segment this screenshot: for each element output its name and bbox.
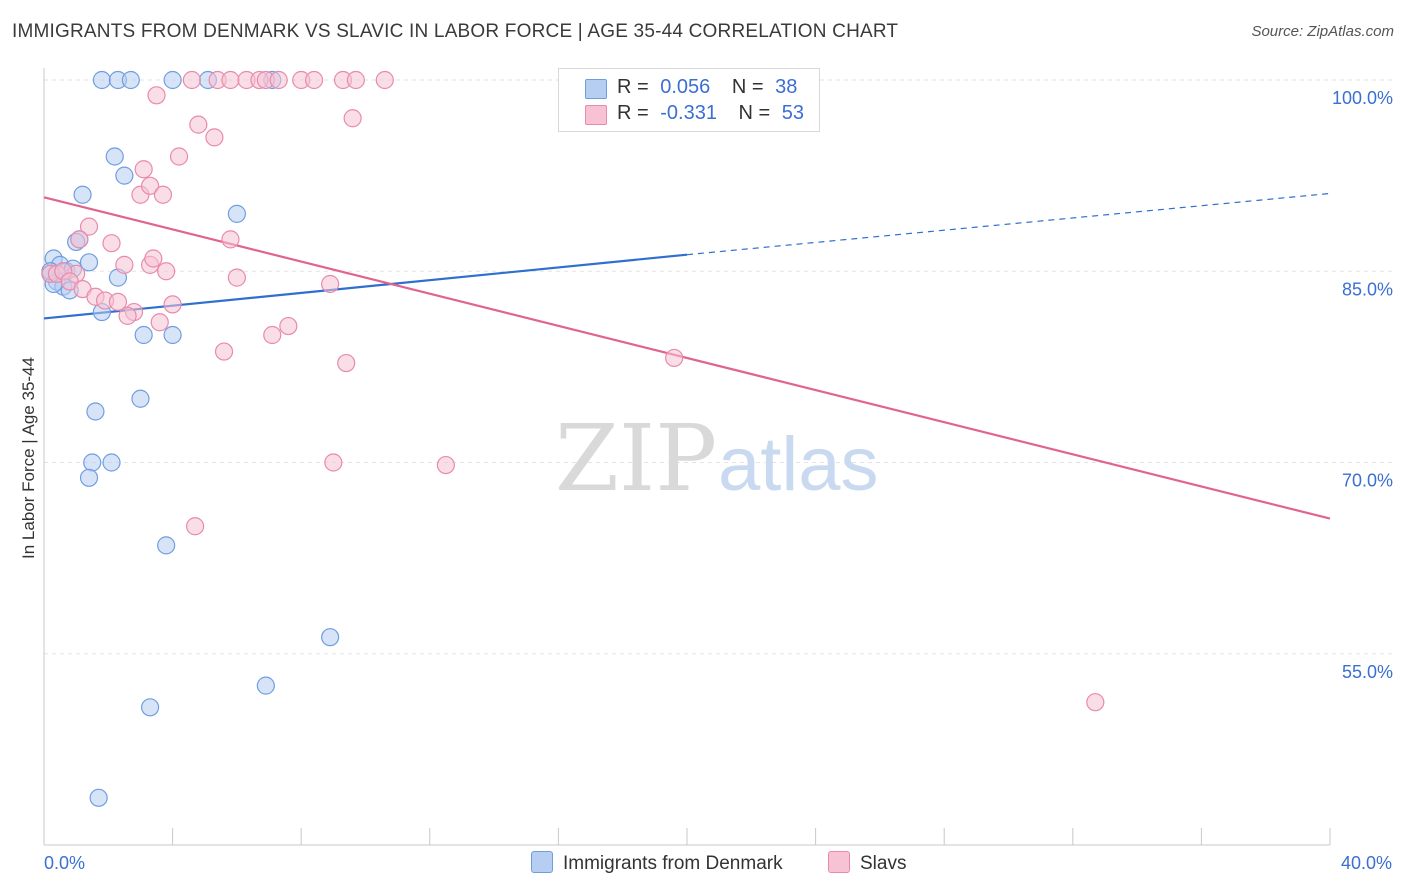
legend-r-label: R = (617, 76, 649, 98)
data-point-denmark (79, 253, 99, 272)
data-point-slavs (1086, 693, 1105, 712)
data-point-slavs (147, 86, 166, 105)
correlation-legend: R = 0.056 N = 38 R = -0.331 N = 53 (558, 68, 820, 132)
data-point-denmark (102, 453, 121, 472)
bottom-legend-swatch-blue (531, 851, 553, 873)
data-point-slavs (375, 70, 394, 90)
data-point-denmark (321, 628, 340, 647)
y-tick-label: 85.0% (1342, 279, 1393, 299)
data-point-denmark (86, 402, 105, 421)
chart-title: IMMIGRANTS FROM DENMARK VS SLAVIC IN LAB… (12, 21, 899, 42)
data-point-slavs (214, 342, 234, 361)
bottom-legend-denmark: Immigrants from Denmark (531, 851, 783, 875)
data-point-denmark (134, 325, 153, 345)
data-point-denmark (157, 536, 176, 555)
legend-r-value-slavs: -0.331 (660, 102, 717, 124)
data-point-slavs (343, 109, 362, 128)
data-point-slavs (337, 353, 356, 373)
data-point-denmark (256, 676, 275, 695)
source-credit: Source: ZipAtlas.com (1251, 23, 1394, 40)
data-point-slavs (134, 160, 153, 179)
axes (43, 68, 1331, 846)
data-point-denmark (89, 788, 108, 807)
bottom-legend-label-denmark: Immigrants from Denmark (563, 853, 783, 874)
data-point-slavs (150, 313, 169, 332)
data-point-slavs (102, 234, 121, 253)
data-point-slavs (263, 325, 282, 345)
data-point-slavs (163, 295, 182, 314)
data-point-slavs (221, 230, 240, 249)
data-point-slavs (321, 274, 340, 294)
data-point-slavs (182, 70, 201, 90)
data-point-denmark (83, 453, 102, 472)
data-point-slavs (304, 70, 324, 90)
data-point-slavs (186, 517, 205, 536)
data-point-slavs (144, 249, 163, 268)
data-point-slavs (269, 70, 288, 90)
data-point-denmark (140, 698, 160, 717)
x-tick-label: 40.0% (1341, 853, 1392, 873)
y-tick-label: 55.0% (1342, 662, 1393, 682)
trendline-denmark-extension (686, 192, 1331, 256)
data-point-denmark (73, 185, 92, 204)
data-point-slavs (140, 176, 160, 195)
legend-n-label: N = (731, 76, 764, 98)
gridlines (44, 79, 1392, 655)
legend-r-value-denmark: 0.056 (660, 76, 711, 98)
watermark-zip: ZIP (555, 405, 717, 512)
data-point-denmark (163, 325, 182, 345)
y-axis-label: In Labor Force | Age 35-44 (19, 357, 38, 559)
data-point-denmark (227, 204, 246, 223)
bottom-legend-swatch-pink (828, 851, 850, 873)
data-point-slavs (205, 128, 224, 147)
data-point-slavs (436, 455, 455, 475)
data-point-slavs (279, 316, 298, 336)
data-point-slavs (115, 255, 134, 274)
data-point-slavs (324, 453, 343, 472)
tick-labels: 100.0% 85.0% 70.0% 55.0% 0.0% 40.0% (44, 88, 1393, 873)
y-tick-label: 100.0% (1332, 88, 1393, 108)
trendline-denmark (43, 253, 688, 320)
legend-n-label: N = (738, 102, 771, 124)
data-point-slavs (227, 268, 246, 287)
watermark-atlas: atlas (718, 422, 879, 507)
x-tick-label: 0.0% (44, 853, 85, 873)
data-point-denmark (163, 70, 182, 90)
legend-n-value-slavs: 53 (781, 102, 805, 124)
legend-n-value-denmark: 38 (775, 76, 798, 98)
data-point-denmark (115, 166, 134, 185)
legend-swatch-blue (585, 79, 607, 99)
data-point-slavs (665, 348, 684, 368)
data-point-slavs (153, 185, 173, 204)
data-point-slavs (108, 292, 128, 311)
data-point-denmark (79, 468, 99, 487)
data-point-slavs (70, 230, 89, 249)
data-point-slavs (157, 262, 176, 281)
scatter-points (41, 70, 1105, 807)
data-point-slavs (118, 306, 137, 325)
data-point-denmark (92, 70, 111, 90)
legend-swatch-pink (585, 105, 607, 125)
y-tick-label: 70.0% (1342, 471, 1393, 491)
data-point-slavs (221, 70, 240, 90)
bottom-legend-slavs: Slavs (828, 851, 906, 875)
data-point-slavs (189, 115, 208, 134)
data-point-slavs (79, 217, 99, 236)
bottom-legend-label-slavs: Slavs (860, 853, 907, 874)
data-point-denmark (105, 147, 124, 166)
data-point-slavs (169, 147, 189, 166)
watermark: ZIP atlas (555, 405, 879, 512)
data-point-slavs (346, 70, 365, 90)
trendline-slavs (43, 196, 1331, 520)
data-point-denmark (121, 70, 140, 90)
trendlines (43, 192, 1331, 520)
legend-r-label: R = (617, 102, 649, 124)
data-point-denmark (131, 389, 150, 408)
